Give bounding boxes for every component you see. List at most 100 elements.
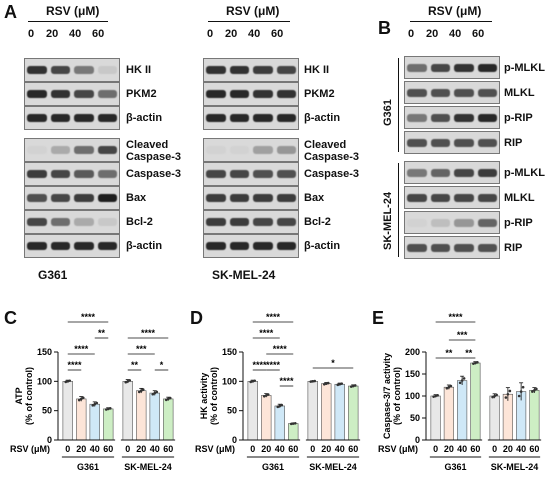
blot-band	[229, 170, 249, 178]
data-point	[126, 380, 130, 383]
blot-band	[454, 243, 474, 252]
blot-band	[206, 194, 226, 202]
blot-label-actin: β-actin	[304, 112, 341, 124]
data-point	[436, 394, 439, 397]
y-tick-label: 50	[42, 406, 52, 416]
blot-band	[50, 90, 70, 98]
blot-b-g361-mlkl	[404, 81, 500, 104]
blot-band	[454, 88, 474, 97]
blot-label-rip: RIP	[504, 242, 523, 254]
data-point	[495, 393, 498, 397]
blot-band	[229, 218, 249, 226]
blot-band	[206, 218, 226, 226]
data-point	[533, 388, 536, 392]
significance-label: ****	[279, 376, 294, 386]
x-tick-label: 40	[335, 444, 345, 454]
significance-label: **	[131, 360, 139, 370]
cell-line-label-sk: SK-MEL-24	[212, 268, 276, 282]
blot-band	[206, 90, 226, 98]
blot-sk-actin1	[203, 106, 299, 130]
blot-b-g361-rip	[404, 131, 500, 154]
blot-label-pkm2: PKM2	[126, 88, 157, 100]
data-point	[164, 398, 168, 402]
blot-band	[74, 194, 94, 202]
x-tick-label: 0	[250, 444, 255, 454]
data-point	[449, 384, 453, 388]
blot-label-hk2: HK II	[126, 64, 152, 76]
bar	[136, 390, 147, 441]
bar	[274, 405, 285, 441]
data-point	[353, 384, 357, 387]
data-point	[95, 401, 99, 405]
data-point	[434, 394, 437, 398]
blot-band	[253, 218, 273, 226]
data-point	[476, 361, 479, 364]
blot-sk-hk2	[203, 58, 299, 82]
blot-label-pkm2: PKM2	[304, 88, 335, 100]
blot-label-actin: β-actin	[126, 112, 163, 124]
data-point	[289, 422, 293, 426]
dose-label: 60	[472, 28, 485, 40]
group-label: SK-MEL-24	[124, 462, 172, 472]
panel-label-b: B	[378, 18, 391, 38]
treatment-header-g361: RSV (μM)	[46, 4, 100, 18]
blot-g361-casp3	[24, 162, 120, 186]
blot-band	[430, 193, 450, 202]
bar	[89, 403, 100, 441]
blot-label-cleaved-1: Cleaved	[304, 139, 347, 151]
data-point	[264, 394, 268, 397]
y-tick-label: 150	[222, 347, 237, 357]
data-point	[77, 398, 81, 402]
treatment-underline-sk	[208, 21, 290, 22]
blot-b-sk-prip	[404, 211, 500, 234]
y-tick-label: 100	[405, 391, 420, 401]
significance-label: ****	[67, 360, 82, 370]
significance-label: ****	[259, 328, 274, 338]
blot-band	[477, 88, 497, 97]
blot-sk-cleaved-casp3	[203, 138, 299, 162]
y-tick-label: 150	[405, 369, 420, 379]
rsv-axis-label: RSV (μM)	[195, 444, 235, 454]
data-point	[531, 390, 534, 393]
bar	[149, 392, 160, 441]
panel-label-d: D	[190, 308, 203, 328]
blot-band	[430, 218, 450, 227]
blot-sk-casp3	[203, 162, 299, 186]
blot-label-hk2: HK II	[304, 64, 330, 76]
bar	[76, 398, 87, 441]
significance-label: ****	[266, 312, 281, 322]
x-tick-label: 20	[321, 444, 331, 454]
data-point	[276, 405, 280, 409]
blot-sk-pkm2	[203, 82, 299, 106]
data-point	[106, 407, 110, 411]
blot-band	[229, 146, 249, 154]
dose-labels-b: 0 20 40 60	[404, 28, 500, 42]
data-point	[151, 392, 155, 396]
blot-b-sk-mlkl	[404, 186, 500, 209]
x-tick-label: 40	[457, 444, 467, 454]
blot-band	[477, 218, 497, 227]
y-tick-label: 0	[47, 435, 52, 445]
blot-band	[276, 90, 296, 98]
blot-band	[454, 113, 474, 122]
data-point	[351, 384, 355, 388]
significance-label: *	[331, 358, 335, 368]
bar	[430, 395, 441, 441]
bar	[307, 381, 318, 441]
blot-band	[253, 146, 273, 154]
blot-sk-bcl2	[203, 210, 299, 234]
y-tick-label: 0	[232, 435, 237, 445]
bar	[489, 395, 500, 441]
blot-band	[454, 168, 474, 177]
bar	[103, 408, 114, 441]
blot-band	[97, 218, 117, 226]
x-tick-label: 60	[288, 444, 298, 454]
treatment-underline-g361	[28, 21, 108, 22]
blot-band	[229, 194, 249, 202]
data-point	[141, 388, 145, 391]
dose-label: 40	[69, 28, 82, 40]
x-tick-label: 60	[348, 444, 358, 454]
blot-band	[253, 90, 273, 98]
